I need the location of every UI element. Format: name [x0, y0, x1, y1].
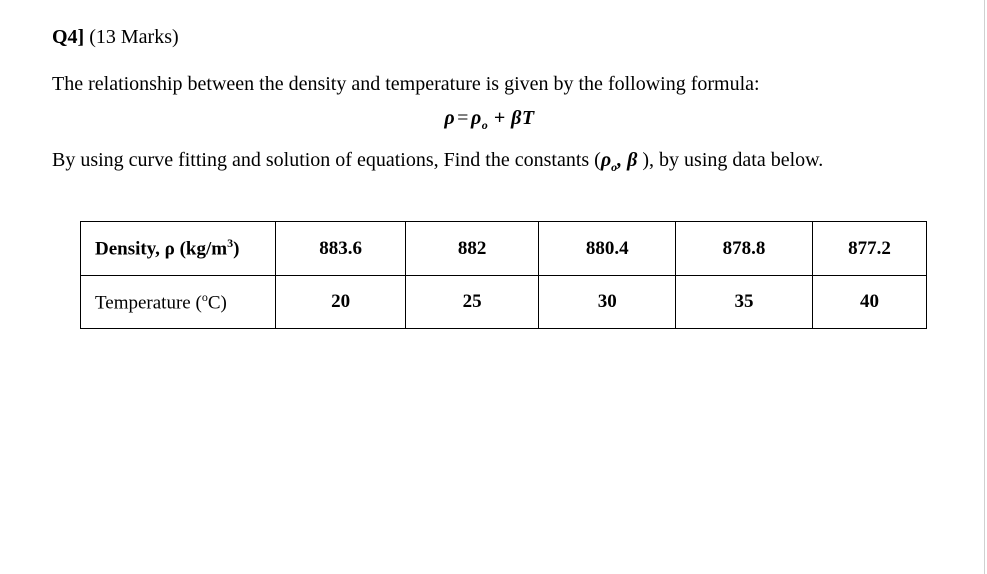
instr-suffix: ), by using data below.	[637, 149, 823, 171]
formula-rho: ρ	[471, 107, 482, 129]
table-row: Density, ρ (kg/m3) 883.6 882 880.4 878.8…	[81, 222, 927, 275]
row-header-temperature: Temperature (oC)	[81, 275, 276, 328]
temperature-cell: 30	[539, 275, 676, 328]
question-heading: Q4] (13 Marks)	[52, 26, 927, 49]
formula-lhs: ρ	[444, 107, 455, 129]
instr-comma: ,	[617, 149, 627, 171]
instr-prefix: By using curve fitting and solution of e…	[52, 149, 601, 171]
density-cell: 878.8	[676, 222, 813, 275]
question-marks: (13 Marks)	[89, 26, 178, 48]
data-table: Density, ρ (kg/m3) 883.6 882 880.4 878.8…	[80, 221, 927, 329]
table-row: Temperature (oC) 20 25 30 35 40	[81, 275, 927, 328]
temperature-cell: 35	[676, 275, 813, 328]
instruction-paragraph: By using curve fitting and solution of e…	[52, 143, 927, 177]
intro-paragraph: The relationship between the density and…	[52, 67, 927, 101]
formula-line: ρ=ρo + βT	[52, 107, 927, 133]
temperature-cell: 25	[405, 275, 538, 328]
density-cell: 883.6	[276, 222, 406, 275]
density-cell: 880.4	[539, 222, 676, 275]
temperature-cell: 20	[276, 275, 406, 328]
page-right-edge	[984, 0, 985, 574]
formula-plus: +	[488, 107, 511, 129]
document-page: Q4] (13 Marks) The relationship between …	[0, 0, 963, 355]
temperature-cell: 40	[812, 275, 926, 328]
row-header-density: Density, ρ (kg/m3)	[81, 222, 276, 275]
instr-beta: β	[627, 149, 637, 171]
formula: ρ=ρo + βT	[444, 107, 534, 133]
density-cell: 882	[405, 222, 538, 275]
density-cell: 877.2	[812, 222, 926, 275]
equals-sign: =	[455, 107, 471, 129]
formula-beta: β	[511, 107, 522, 129]
instr-rho: ρo	[601, 149, 617, 171]
formula-T: T	[522, 107, 535, 129]
question-label: Q4]	[52, 26, 84, 48]
